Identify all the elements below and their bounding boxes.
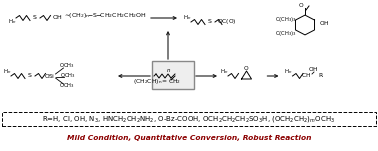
Text: $\mathsf{H}_n$: $\mathsf{H}_n$ xyxy=(183,14,191,22)
Text: $n$: $n$ xyxy=(166,67,172,74)
Text: $\mathsf{OCH_3}$: $\mathsf{OCH_3}$ xyxy=(60,72,76,80)
Text: Mild Condition, Quantitative Conversion, Robust Reaction: Mild Condition, Quantitative Conversion,… xyxy=(67,135,311,141)
Text: $\mathsf{OH}$: $\mathsf{OH}$ xyxy=(52,13,63,21)
Text: $\mathsf{OCH_3}$: $\mathsf{OCH_3}$ xyxy=(59,82,74,90)
Text: $\mathsf{C(CH_3)_3}$: $\mathsf{C(CH_3)_3}$ xyxy=(275,14,297,24)
FancyBboxPatch shape xyxy=(152,61,194,89)
Text: $\mathsf{\sim\!\!(CH_2)_n\!\!-\!\!S\!\!-\!\!CH_2CH_2CH_2OH}$: $\mathsf{\sim\!\!(CH_2)_n\!\!-\!\!S\!\!-… xyxy=(63,11,147,21)
Text: $\mathsf{H}_n$: $\mathsf{H}_n$ xyxy=(3,67,11,76)
Text: $\mathsf{H}_n$: $\mathsf{H}_n$ xyxy=(284,67,293,76)
Text: $\mathsf{S}$: $\mathsf{S}$ xyxy=(32,13,38,21)
Text: R=H, Cl, OH, N$_3$, HNCH$_2$CH$_2$NH$_2$, O-Bz-COOH, OCH$_2$CH$_2$CH$_2$SO$_3$H,: R=H, Cl, OH, N$_3$, HNCH$_2$CH$_2$NH$_2$… xyxy=(42,114,336,124)
Text: $\mathsf{O}$: $\mathsf{O}$ xyxy=(243,64,249,72)
Text: $\mathsf{H}_n$: $\mathsf{H}_n$ xyxy=(220,67,228,76)
Text: $\mathsf{OH}$: $\mathsf{OH}$ xyxy=(308,65,318,73)
Text: $\mathsf{O}$: $\mathsf{O}$ xyxy=(44,72,51,80)
Text: $\mathsf{O}$: $\mathsf{O}$ xyxy=(298,1,304,9)
Text: $\mathsf{S}$: $\mathsf{S}$ xyxy=(207,17,213,25)
Text: $\mathsf{H}_n$: $\mathsf{H}_n$ xyxy=(8,18,16,26)
Bar xyxy=(2,112,376,126)
Text: $\mathsf{(CH_2CH)_n{=}CH_2}$: $\mathsf{(CH_2CH)_n{=}CH_2}$ xyxy=(133,77,181,87)
Text: $\mathsf{CH}$: $\mathsf{CH}$ xyxy=(301,71,311,79)
Text: $\mathsf{OH}$: $\mathsf{OH}$ xyxy=(319,19,329,27)
Text: $\mathsf{OC(O)}$: $\mathsf{OC(O)}$ xyxy=(217,16,237,26)
Text: $\mathsf{OCH_3}$: $\mathsf{OCH_3}$ xyxy=(59,62,74,71)
Text: $\mathsf{Si}$: $\mathsf{Si}$ xyxy=(48,72,55,80)
Text: $\mathsf{C(CH_3)_3}$: $\mathsf{C(CH_3)_3}$ xyxy=(275,29,297,37)
Text: $\mathsf{R}$: $\mathsf{R}$ xyxy=(318,71,324,79)
Text: $\mathsf{S}$: $\mathsf{S}$ xyxy=(27,71,33,79)
